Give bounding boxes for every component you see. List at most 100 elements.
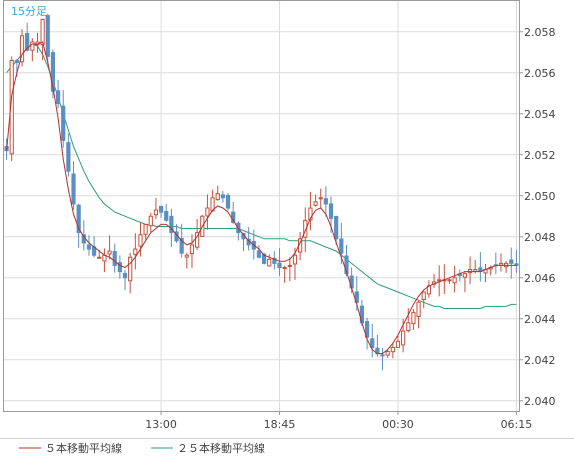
candle-body [287,264,292,267]
ma5-layer [6,41,517,355]
candle-body [292,254,298,265]
candle-body [349,275,354,289]
candle-body [76,204,81,234]
candle-body [189,244,195,255]
y-tick-label: 2.040 [524,395,556,408]
x-tick-label: 13:00 [145,418,177,431]
candle-body [184,254,189,258]
candle-body [272,257,277,264]
candle-body [462,273,468,278]
candle-body [19,35,25,63]
y-tick-label: 2.042 [524,354,556,367]
candle-body [40,18,45,46]
candle-body [25,33,30,51]
legend-label-ma25: ２５本移動平均線 [177,441,265,455]
legend-item-ma5: ５本移動平均線 [19,441,122,455]
candle-body [344,255,349,275]
candle-body [14,59,19,63]
candle-body [107,250,112,255]
candle-body [169,215,174,234]
candle-body [205,207,210,217]
candle-body [138,234,143,247]
y-tick-label: 2.056 [524,67,556,80]
candle-body [370,338,375,348]
candle-body [158,205,164,213]
candle-body [437,279,442,282]
candle-body [421,291,426,300]
candle-body [282,267,287,269]
y-tick-label: 2.044 [524,313,556,326]
plot-frame [3,0,520,412]
candle-body [328,203,334,219]
candle-body [148,215,153,227]
candle-body [303,219,308,238]
candle-body [220,194,225,199]
candle-body [122,273,128,279]
candle-body [406,322,411,332]
candle-body [71,173,76,205]
y-tick-label: 2.050 [524,190,556,203]
candle-body [354,291,359,303]
candle-body [66,142,71,172]
candle-body [447,279,452,282]
ma25-line [6,43,517,309]
chart-title: 15分足 [11,5,47,18]
candle-body [364,321,370,338]
candle-body [385,351,390,356]
candle-body [334,215,339,240]
candle-body [195,232,200,248]
candle-body [267,258,272,267]
candle-body [117,262,122,273]
y-axis-ticks: 2.040 2.042 2.044 2.046 2.048 2.050 2.052 2.054… [519,26,556,408]
y-tick-label: 2.054 [524,108,556,121]
candle-body [225,194,231,209]
candle-body [411,312,416,325]
candle-body [86,244,92,250]
y-tick-label: 2.048 [524,231,556,244]
x-tick-label: 00:30 [382,418,414,431]
candle-body [112,251,117,266]
candle-body [128,256,133,282]
candle-body [50,52,56,92]
y-tick-label: 2.058 [524,26,556,39]
candle-body [143,223,148,235]
x-tick-label: 18:45 [264,418,296,431]
candle-body [261,253,267,264]
candle-body [133,248,138,255]
y-tick-label: 2.046 [524,272,556,285]
candle-body [509,259,514,264]
x-axis-ticks: 13:00 18:45 00:30 06:15 [145,411,532,431]
candle-body [256,250,262,258]
candle-body [452,277,457,284]
legend-label-ma5: ５本移動平均線 [45,441,122,455]
candle-body [55,90,61,105]
legend-item-ma25: ２５本移動平均線 [151,441,265,455]
candle-body [395,340,401,348]
candle-body [401,330,406,346]
candle-body [390,346,395,353]
candle-body [308,207,313,221]
candle-body [153,209,159,216]
candle-body [380,354,385,357]
ma5-line [6,41,517,355]
candle-body [30,41,35,51]
candle-body [215,193,220,201]
candle-body [313,201,318,206]
candle-body [97,256,102,259]
candle-body [45,15,50,57]
candle-body [339,238,344,254]
x-tick-label: 06:15 [501,418,533,431]
legend: ５本移動平均線 ２５本移動平均線 [19,441,265,455]
candle-body [164,210,169,221]
candle-body [514,263,519,266]
candle-body [179,237,184,254]
candle-body [277,262,282,269]
candle-body [416,301,421,317]
candle-body [318,197,323,200]
candle-body [323,198,328,205]
y-tick-label: 2.052 [524,149,556,162]
ma25-layer [6,43,517,309]
